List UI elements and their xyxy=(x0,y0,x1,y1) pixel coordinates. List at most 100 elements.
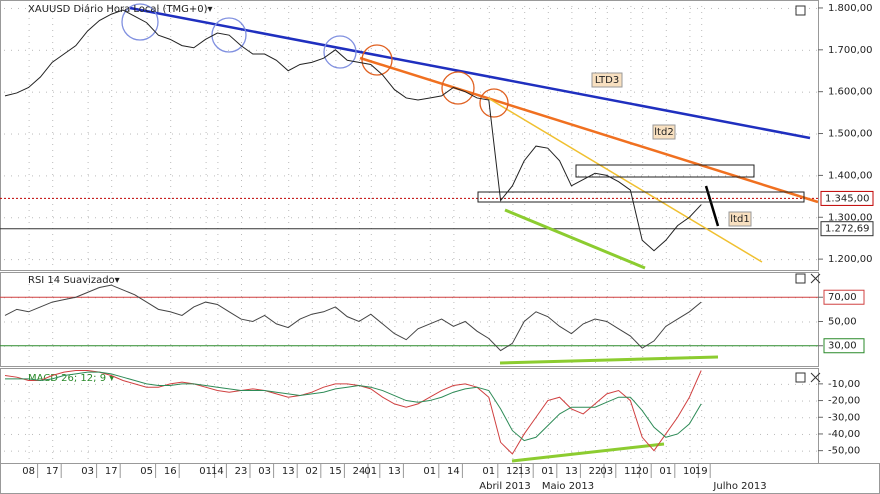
grid-dot xyxy=(665,440,667,441)
grid-dot xyxy=(512,204,514,205)
grid-dot xyxy=(249,7,250,9)
grid-dot xyxy=(480,383,481,385)
grid-dot xyxy=(795,450,796,452)
grid-dot xyxy=(524,222,526,223)
grid-dot xyxy=(4,400,5,402)
grid-dot xyxy=(508,7,509,9)
grid-dot xyxy=(547,30,549,31)
grid-dot xyxy=(25,175,26,177)
grid-dot xyxy=(241,302,242,303)
grid-dot xyxy=(111,380,113,381)
grid-dot xyxy=(170,12,172,13)
maximize-button[interactable] xyxy=(795,372,806,383)
grid-dot xyxy=(634,417,635,419)
grid-dot xyxy=(642,222,644,223)
grid-dot xyxy=(697,383,698,385)
grid-dot xyxy=(515,383,516,385)
grid-dot xyxy=(241,362,242,363)
grid-dot xyxy=(809,417,810,419)
grid-dot xyxy=(512,210,514,211)
grid-dot xyxy=(359,290,360,291)
grid-dot xyxy=(429,246,431,247)
grid-dot xyxy=(146,90,148,91)
grid-dot xyxy=(270,217,271,219)
grid-dot xyxy=(795,321,796,323)
grid-dot xyxy=(488,96,490,97)
grid-dot xyxy=(429,320,431,321)
grid-dot xyxy=(214,217,215,219)
grid-dot xyxy=(217,284,219,285)
grid-dot xyxy=(382,450,383,452)
grid-dot xyxy=(370,24,372,25)
grid-dot xyxy=(170,84,172,85)
grid-dot xyxy=(550,321,551,323)
panel-title[interactable]: RSI 14 Suavizado▾ xyxy=(28,275,120,286)
grid-dot xyxy=(592,175,593,177)
grid-dot xyxy=(585,417,586,419)
grid-dot xyxy=(606,246,608,247)
grid-dot xyxy=(333,321,334,323)
grid-dot xyxy=(130,259,131,261)
maximize-button[interactable] xyxy=(795,5,806,16)
grid-dot xyxy=(270,321,271,323)
grid-dot xyxy=(25,91,26,93)
grid-dot xyxy=(394,144,396,145)
grid-dot xyxy=(630,30,632,31)
grid-dot xyxy=(95,259,96,261)
grid-dot xyxy=(217,144,219,145)
grid-dot xyxy=(429,90,431,91)
grid-dot xyxy=(774,175,775,177)
grid-dot xyxy=(620,400,621,402)
grid-dot xyxy=(732,433,733,435)
grid-dot xyxy=(725,400,726,402)
grid-dot xyxy=(466,217,467,219)
grid-dot xyxy=(429,338,431,339)
grid-dot xyxy=(288,174,290,175)
grid-dot xyxy=(87,398,89,399)
grid-dot xyxy=(529,433,530,435)
grid-dot xyxy=(52,90,54,91)
grid-dot xyxy=(228,417,229,419)
grid-dot xyxy=(524,54,526,55)
grid-dot xyxy=(627,175,628,177)
grid-dot xyxy=(606,452,608,453)
grid-dot xyxy=(359,428,360,429)
grid-dot xyxy=(28,144,30,145)
grid-dot xyxy=(606,90,608,91)
grid-dot xyxy=(370,96,372,97)
grid-dot xyxy=(630,338,632,339)
grid-dot xyxy=(52,278,54,279)
grid-dot xyxy=(241,216,242,217)
grid-dot xyxy=(228,321,229,323)
grid-dot xyxy=(701,66,703,67)
grid-dot xyxy=(193,400,194,402)
grid-dot xyxy=(389,433,390,435)
panel-title[interactable]: MACD 26; 12; 9 ▾ xyxy=(28,373,114,384)
grid-dot xyxy=(165,91,166,93)
grid-dot xyxy=(382,259,383,261)
grid-dot xyxy=(394,42,396,43)
grid-dot xyxy=(394,114,396,115)
grid-dot xyxy=(28,246,30,247)
panel-title[interactable]: XAUUSD Diário Hora Local (TMG+0)▾ xyxy=(28,3,213,15)
grid-dot xyxy=(701,290,703,291)
grid-dot xyxy=(137,433,138,435)
grid-dot xyxy=(111,264,113,265)
maximize-button[interactable] xyxy=(795,273,806,284)
grid-dot xyxy=(606,386,608,387)
grid-dot xyxy=(52,356,54,357)
grid-dot xyxy=(429,234,431,235)
grid-dot xyxy=(788,383,789,385)
grid-dot xyxy=(630,314,632,315)
grid-dot xyxy=(111,6,113,7)
close-button[interactable] xyxy=(810,273,821,383)
grid-dot xyxy=(394,326,396,327)
grid-dot xyxy=(205,144,207,145)
grid-dot xyxy=(453,162,455,163)
grid-dot xyxy=(217,452,219,453)
grid-dot xyxy=(453,30,455,31)
grid-dot xyxy=(524,132,526,133)
grid-dot xyxy=(606,54,608,55)
grid-dot xyxy=(524,30,526,31)
